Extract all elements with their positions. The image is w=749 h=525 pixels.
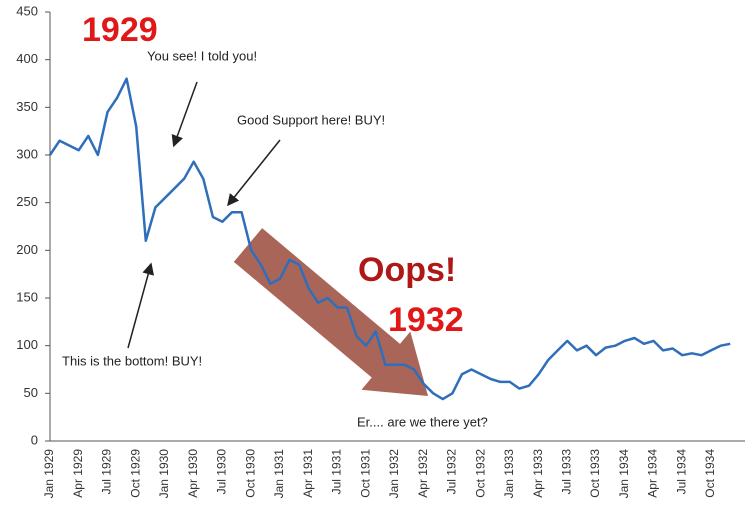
y-tick-label: 450 bbox=[16, 3, 38, 18]
x-tick-label: Jul 1934 bbox=[674, 449, 688, 495]
x-tick-label: Jan 1930 bbox=[157, 449, 171, 499]
x-tick-label: Apr 1929 bbox=[71, 449, 85, 498]
x-tick-label: Apr 1933 bbox=[531, 449, 545, 498]
x-tick-label: Jul 1933 bbox=[559, 449, 573, 495]
x-tick-label: Apr 1931 bbox=[301, 449, 315, 498]
annotation: Er.... are we there yet? bbox=[357, 414, 488, 429]
y-tick-label: 100 bbox=[16, 337, 38, 352]
trend-arrow bbox=[233, 228, 429, 397]
x-tick-label: Oct 1933 bbox=[588, 449, 602, 498]
x-tick-label: Jan 1929 bbox=[42, 449, 56, 499]
x-tick-label: Oct 1934 bbox=[703, 449, 717, 498]
y-tick-label: 150 bbox=[16, 289, 38, 304]
arrow bbox=[171, 81, 198, 148]
x-tick-label: Oct 1929 bbox=[128, 449, 142, 498]
x-tick-label: Apr 1934 bbox=[646, 449, 660, 498]
x-tick-label: Apr 1930 bbox=[186, 449, 200, 498]
x-tick-label: Jan 1931 bbox=[272, 449, 286, 499]
y-tick-label: 200 bbox=[16, 242, 38, 257]
x-tick-label: Apr 1932 bbox=[416, 449, 430, 498]
x-tick-label: Jul 1931 bbox=[330, 449, 344, 495]
annotation: This is the bottom! BUY! bbox=[62, 353, 202, 368]
annotation: 1929 bbox=[82, 11, 158, 49]
x-tick-label: Jul 1929 bbox=[100, 449, 114, 495]
y-tick-label: 50 bbox=[24, 385, 38, 400]
y-tick-label: 400 bbox=[16, 51, 38, 66]
y-tick-label: 300 bbox=[16, 146, 38, 161]
annotation: 1932 bbox=[388, 301, 464, 339]
x-tick-label: Jan 1933 bbox=[502, 449, 516, 499]
y-tick-label: 250 bbox=[16, 194, 38, 209]
x-tick-label: Oct 1930 bbox=[243, 449, 257, 498]
price-line bbox=[48, 77, 731, 401]
annotation: Good Support here! BUY! bbox=[237, 112, 385, 127]
y-tick-label: 0 bbox=[31, 432, 38, 447]
x-tick-label: Jul 1932 bbox=[445, 449, 459, 495]
annotation: You see! I told you! bbox=[147, 48, 257, 63]
arrow bbox=[127, 262, 155, 349]
y-tick-label: 350 bbox=[16, 99, 38, 114]
x-tick-label: Jan 1934 bbox=[617, 449, 631, 499]
x-tick-label: Oct 1932 bbox=[473, 449, 487, 498]
x-tick-label: Jul 1930 bbox=[215, 449, 229, 495]
annotation: Oops! bbox=[358, 251, 456, 289]
x-tick-label: Oct 1931 bbox=[358, 449, 372, 498]
arrow bbox=[227, 139, 281, 207]
x-tick-label: Jan 1932 bbox=[387, 449, 401, 499]
